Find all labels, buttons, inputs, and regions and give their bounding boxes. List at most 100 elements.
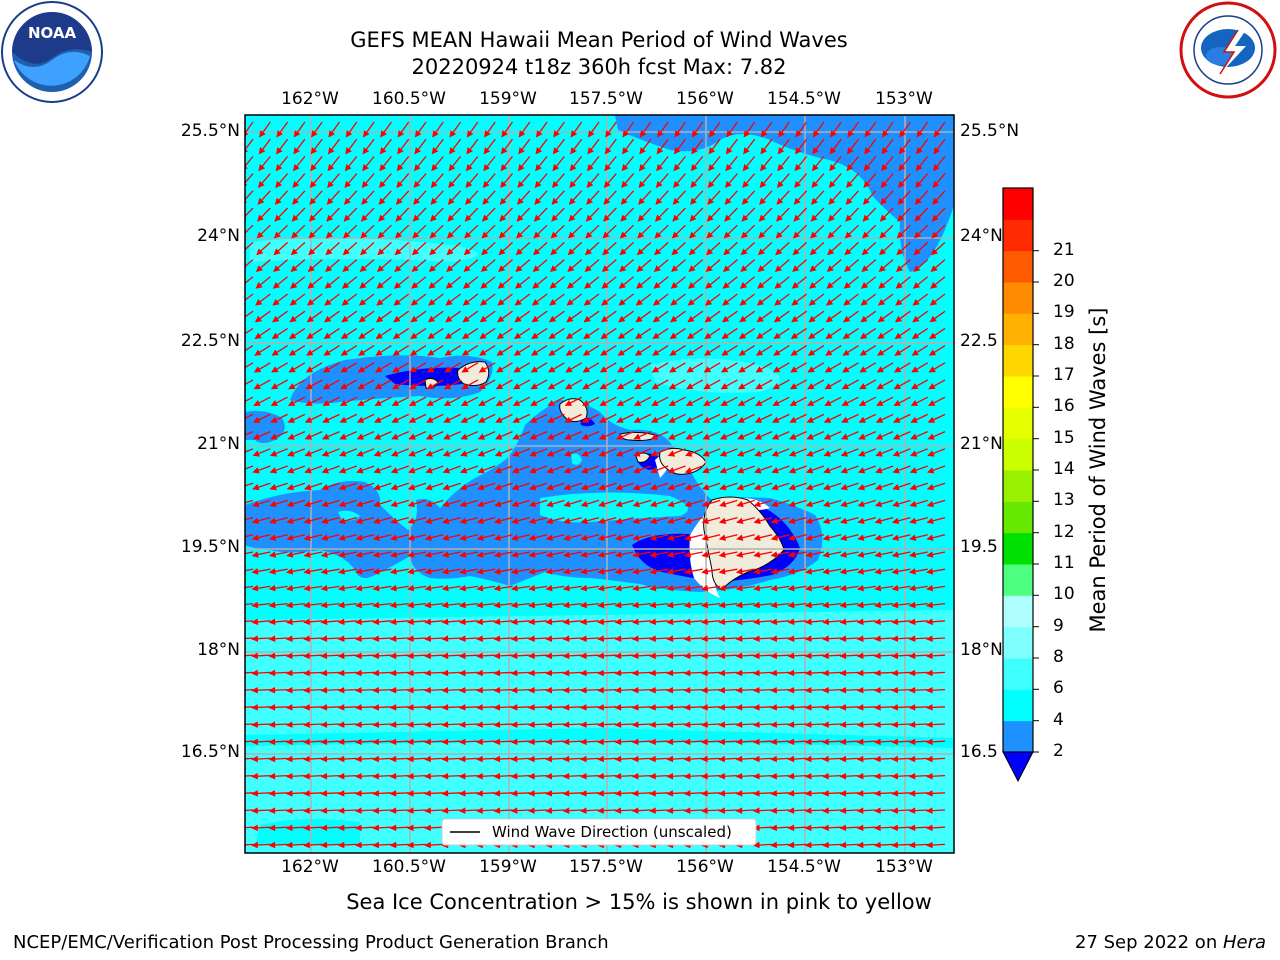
- wave-direction-arrowhead: [320, 841, 328, 849]
- wave-direction-arrowhead: [615, 450, 624, 457]
- wave-direction-arrowhead: [752, 704, 760, 711]
- wave-direction-arrowhead: [268, 824, 276, 832]
- wave-direction-arrowhead: [602, 231, 610, 239]
- wave-direction-arrowhead: [305, 366, 314, 373]
- wave-direction-arrowhead: [774, 265, 783, 273]
- wave-direction-arrowhead: [303, 534, 311, 541]
- wave-direction-arrowhead: [877, 332, 885, 340]
- wave-direction-arrowhead: [701, 517, 709, 525]
- wave-direction-arrowhead: [666, 551, 674, 558]
- wave-direction-arrowhead: [535, 147, 543, 155]
- wave-direction-arrowhead: [251, 807, 258, 814]
- wave-direction-arrowhead: [700, 669, 708, 677]
- wave-direction-arrowhead: [685, 416, 693, 423]
- wave-direction-arrowhead: [269, 517, 277, 525]
- colorbar: [1002, 187, 1039, 783]
- wave-direction-arrowhead: [618, 315, 626, 323]
- wave-direction-arrowhead: [655, 197, 663, 205]
- wave-direction-arrowhead: [320, 551, 328, 558]
- wave-direction-arrowhead: [443, 383, 452, 390]
- wave-direction-arrowhead: [654, 214, 662, 222]
- wave-direction-arrowhead: [771, 500, 779, 508]
- wave-direction-arrowhead: [340, 332, 349, 340]
- wave-direction-arrowhead: [720, 416, 728, 423]
- wave-direction-arrowhead: [407, 500, 416, 508]
- wave-direction-arrowhead: [459, 534, 467, 541]
- wave-direction-arrowhead: [737, 383, 746, 390]
- wave-direction-arrowhead: [891, 534, 899, 541]
- wave-direction-arrowhead: [702, 450, 710, 457]
- wave-direction-arrowhead: [355, 500, 364, 508]
- wave-direction-arrowhead: [787, 790, 795, 797]
- wave-direction-arrowhead: [689, 214, 697, 222]
- wave-direction-arrowhead: [254, 349, 262, 356]
- wave-direction-arrowhead: [238, 367, 244, 372]
- wave-direction-arrowhead: [511, 483, 520, 491]
- wave-direction-arrowhead: [735, 755, 743, 763]
- wave-direction-arrowhead: [500, 180, 507, 189]
- wave-direction-arrowhead: [406, 686, 414, 694]
- wave-direction-arrowhead: [307, 298, 315, 306]
- wave-direction-arrowhead: [406, 738, 414, 746]
- wave-direction-arrowhead: [513, 366, 521, 373]
- wave-direction-arrowhead: [708, 163, 715, 172]
- wave-direction-arrowhead: [320, 635, 328, 642]
- wave-direction-arrowhead: [718, 738, 726, 746]
- wave-direction-arrowhead: [862, 231, 870, 239]
- wave-direction-arrowhead: [656, 147, 664, 155]
- wave-direction-arrowhead: [496, 366, 504, 373]
- wave-direction-arrowhead: [597, 584, 605, 592]
- wave-direction-arrowhead: [338, 534, 346, 541]
- wave-direction-arrowhead: [705, 248, 714, 256]
- wave-direction-arrowhead: [601, 282, 609, 289]
- wave-direction-arrowhead: [839, 807, 847, 814]
- wave-direction-arrowhead: [933, 130, 941, 138]
- wave-direction-arrowhead: [927, 433, 935, 440]
- wave-direction-arrowhead: [529, 450, 537, 457]
- wave-direction-arrowhead: [463, 248, 471, 256]
- wave-direction-arrowhead: [566, 315, 574, 323]
- wave-direction-arrowhead: [701, 584, 709, 592]
- wave-direction-arrowhead: [562, 568, 570, 575]
- wave-direction-arrow: [245, 207, 254, 218]
- wave-direction-arrowhead: [579, 755, 587, 763]
- wave-direction-arrowhead: [638, 180, 646, 189]
- wave-direction-arrowhead: [614, 807, 622, 814]
- wave-direction-arrowhead: [673, 147, 681, 155]
- wave-direction-arrowhead: [424, 841, 431, 849]
- wave-direction-arrowhead: [253, 366, 262, 373]
- wave-direction-arrowhead: [910, 416, 918, 423]
- wave-direction-arrowhead: [463, 265, 471, 273]
- wave-direction-arrowhead: [545, 669, 553, 677]
- wave-direction-arrowhead: [631, 721, 639, 728]
- colorbar-band: [1003, 470, 1033, 502]
- lon-label-top: 156°W: [676, 89, 734, 109]
- wave-direction-arrowhead: [774, 282, 782, 289]
- wave-direction-arrowhead: [631, 669, 639, 677]
- wave-direction-arrowhead: [861, 265, 869, 273]
- wave-direction-arrowhead: [666, 669, 674, 677]
- wave-direction-arrowhead: [584, 248, 593, 256]
- wave-direction-arrowhead: [441, 584, 449, 592]
- wave-direction-arrowhead: [323, 315, 332, 323]
- wave-direction-arrowhead: [372, 568, 380, 575]
- wave-direction-arrowhead: [354, 669, 362, 677]
- wave-direction-arrowhead: [320, 669, 328, 677]
- wave-direction-arrowhead: [424, 584, 432, 592]
- wave-direction-arrowhead: [270, 383, 279, 390]
- wave-direction-arrowhead: [545, 721, 553, 728]
- wave-direction-arrowhead: [442, 467, 451, 474]
- wave-direction-arrowhead: [580, 500, 589, 508]
- wave-direction-arrowhead: [926, 500, 935, 508]
- wave-direction-arrowhead: [735, 790, 743, 797]
- wave-direction-arrowhead: [235, 774, 240, 779]
- wave-direction-arrowhead: [631, 755, 639, 763]
- wave-direction-arrowhead: [442, 517, 450, 525]
- wave-direction-arrowhead: [825, 315, 833, 323]
- wave-direction-arrowhead: [528, 500, 537, 508]
- wave-direction-arrowhead: [655, 180, 663, 189]
- wave-direction-arrowhead: [752, 652, 760, 660]
- wave-direction-arrowhead: [251, 704, 258, 711]
- wave-direction-arrowhead: [811, 180, 819, 189]
- wave-direction-arrowhead: [286, 483, 295, 491]
